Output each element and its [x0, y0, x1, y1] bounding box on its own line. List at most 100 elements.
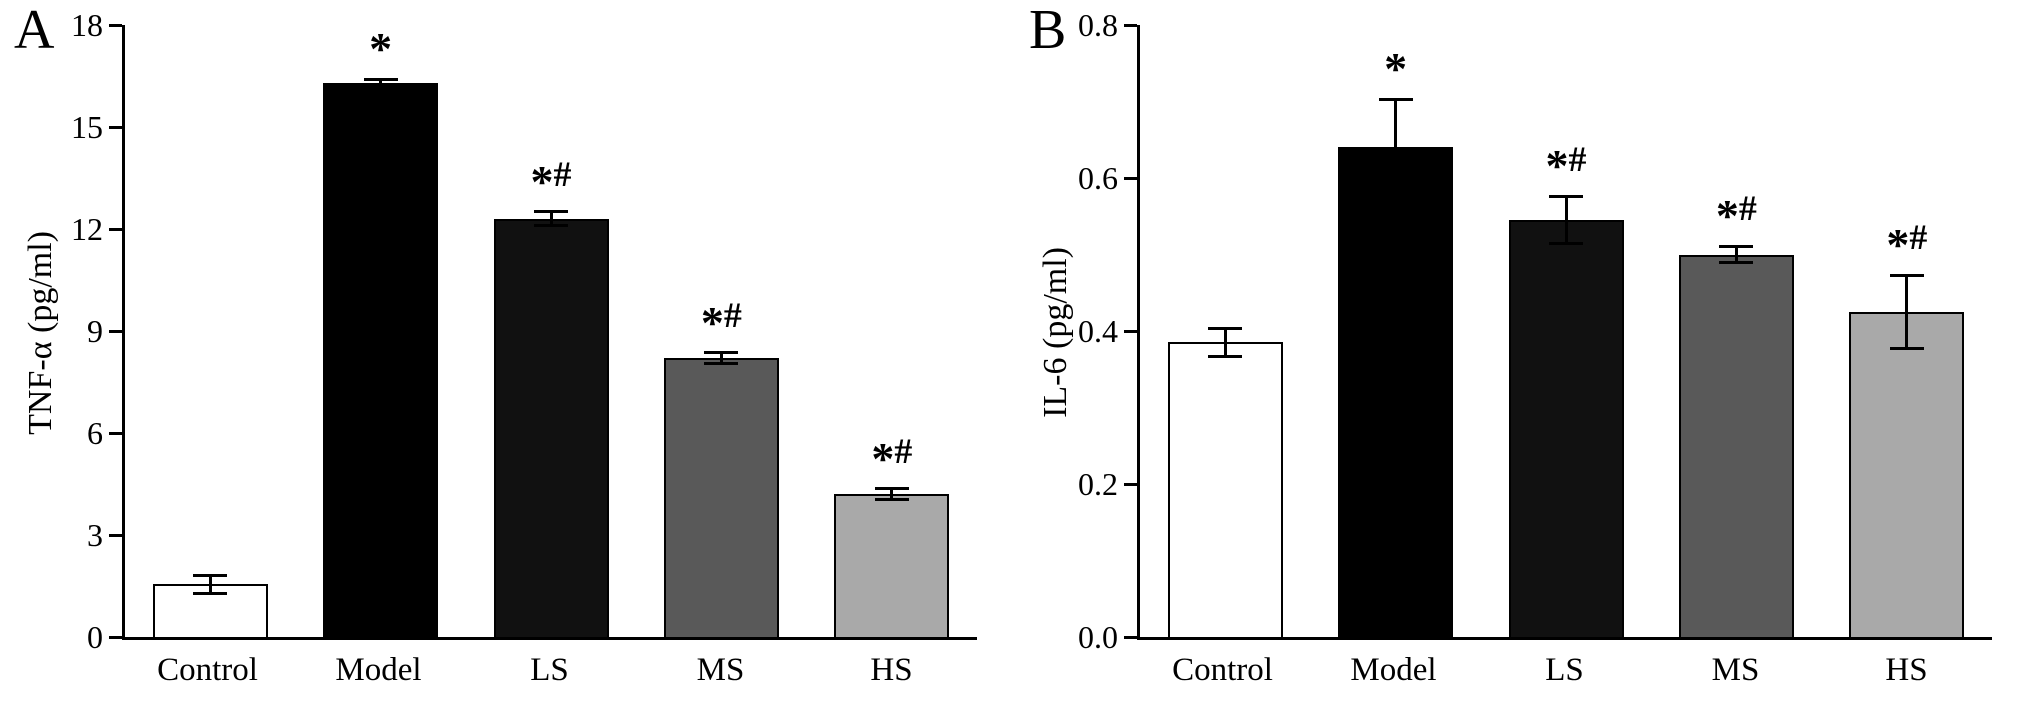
panel-b-plot-area: 0.0 0.2 0.4 0.6 0.8 * *# *# *#: [1078, 9, 1992, 653]
hash-marker: #: [894, 431, 913, 472]
y-axis-tick: [1124, 635, 1137, 639]
error-bar-top-cap: [704, 351, 739, 355]
error-bar-bottom-cap: [1378, 194, 1413, 198]
bar-ms: [1678, 254, 1794, 637]
panel-b: B IL-6 (pg/ml) 0.0 0.2 0.4 0.6 0.8 * *# *# *# Co…: [1015, 0, 2030, 711]
y-axis-tick: [109, 23, 122, 27]
bar-control: [1167, 342, 1283, 637]
y-axis-tick-label: 6: [87, 415, 103, 452]
error-bar-top-cap: [1719, 244, 1754, 248]
error-bar-bottom-cap: [534, 224, 568, 228]
bar-hs: [1849, 311, 1965, 637]
error-bar-bottom-cap: [1889, 347, 1924, 351]
panel-a-x-axis-labels: Control Model LS MS HS: [122, 652, 977, 696]
hash-marker: #: [553, 154, 572, 195]
y-axis-tick: [109, 635, 122, 639]
error-bar-line: [1734, 244, 1738, 265]
x-axis-category-label: HS: [1885, 652, 1928, 688]
significance-marker: *#: [1886, 220, 1927, 268]
significance-marker: *: [369, 26, 392, 72]
y-axis-tick: [109, 329, 122, 333]
significance-marker: *#: [1546, 141, 1587, 189]
error-bar: [1378, 97, 1413, 198]
error-bar: [1719, 244, 1754, 265]
x-axis-category-label: MS: [1711, 652, 1760, 688]
y-axis-tick-label: 12: [71, 211, 103, 248]
asterisk-marker: *: [530, 155, 554, 207]
bar-model: [323, 82, 439, 637]
y-axis-tick-label: 0.0: [1078, 619, 1118, 655]
x-axis-category-label: Model: [335, 652, 422, 688]
error-bar-line: [208, 574, 212, 595]
y-axis-tick: [109, 431, 122, 435]
asterisk-marker: *: [700, 297, 724, 349]
error-bar-line: [890, 487, 894, 502]
y-axis-tick: [1124, 23, 1137, 27]
error-bar: [193, 574, 228, 595]
error-bar-bottom-cap: [704, 362, 739, 366]
x-axis-category-label: Model: [1350, 652, 1437, 688]
y-axis-tick: [1124, 329, 1137, 333]
hash-marker: #: [1568, 138, 1587, 179]
panel-a-label: A: [14, 0, 55, 61]
hash-marker: #: [1738, 188, 1757, 229]
error-bar-bottom-cap: [1549, 242, 1583, 246]
error-bar-top-cap: [1208, 327, 1243, 331]
error-bar-top-cap: [193, 574, 228, 578]
error-bar-line: [1905, 273, 1909, 351]
asterisk-marker: *: [1886, 219, 1910, 271]
error-bar: [363, 77, 398, 88]
error-bar-line: [549, 210, 553, 228]
error-bar: [1549, 194, 1583, 246]
x-axis-category-label: Control: [1172, 652, 1273, 688]
y-axis-tick-label: 0: [87, 619, 103, 655]
x-axis-category-label: HS: [870, 652, 913, 688]
asterisk-marker: *: [369, 23, 393, 75]
y-axis-tick: [109, 227, 122, 231]
y-axis-tick-label: 18: [71, 7, 103, 43]
error-bar: [1889, 273, 1924, 351]
significance-marker: *: [1384, 46, 1407, 92]
hash-marker: #: [723, 295, 742, 336]
significance-marker: *#: [701, 297, 742, 345]
x-axis-category-label: LS: [1545, 652, 1584, 688]
error-bar-top-cap: [874, 487, 909, 491]
bar-model: [1338, 147, 1454, 637]
y-axis-tick-label: 9: [87, 313, 103, 349]
x-axis-category-label: LS: [530, 652, 569, 688]
error-bar-top-cap: [534, 210, 568, 214]
error-bar-bottom-cap: [1208, 354, 1243, 358]
x-axis-category-label: MS: [696, 652, 745, 688]
y-axis-tick-label: 0.2: [1078, 466, 1118, 502]
error-bar: [534, 210, 568, 228]
y-axis-tick: [109, 125, 122, 129]
panel-b-label: B: [1029, 0, 1067, 61]
significance-marker: *#: [531, 156, 572, 204]
error-bar-line: [719, 351, 723, 366]
error-bar-top-cap: [1889, 273, 1924, 277]
error-bar-line: [1223, 327, 1227, 358]
error-bar-line: [1394, 97, 1398, 198]
asterisk-marker: *: [1545, 140, 1569, 192]
error-bar: [874, 487, 909, 502]
x-axis-category-label: Control: [157, 652, 258, 688]
asterisk-marker: *: [871, 433, 895, 485]
y-axis-tick-label: 0.6: [1078, 160, 1118, 196]
panel-a: A TNF-α (pg/ml) 0 3 6 9 12 15 18 * *# *# *# Contro…: [0, 0, 1015, 711]
error-bar-line: [379, 77, 383, 88]
y-axis-tick-label: 0.4: [1078, 313, 1118, 349]
error-bar-bottom-cap: [874, 498, 909, 502]
bar-ms: [663, 358, 779, 637]
error-bar-line: [1564, 194, 1568, 246]
error-bar-bottom-cap: [193, 591, 228, 595]
hash-marker: #: [1909, 217, 1928, 258]
y-axis-tick: [1124, 482, 1137, 486]
error-bar-bottom-cap: [363, 84, 398, 88]
y-axis-tick-label: 3: [87, 517, 103, 554]
asterisk-marker: *: [1715, 190, 1739, 242]
significance-marker: *#: [1716, 190, 1757, 238]
bar-ls: [1508, 220, 1624, 637]
panel-b-x-axis-labels: Control Model LS MS HS: [1137, 652, 1992, 696]
asterisk-marker: *: [1384, 43, 1408, 95]
